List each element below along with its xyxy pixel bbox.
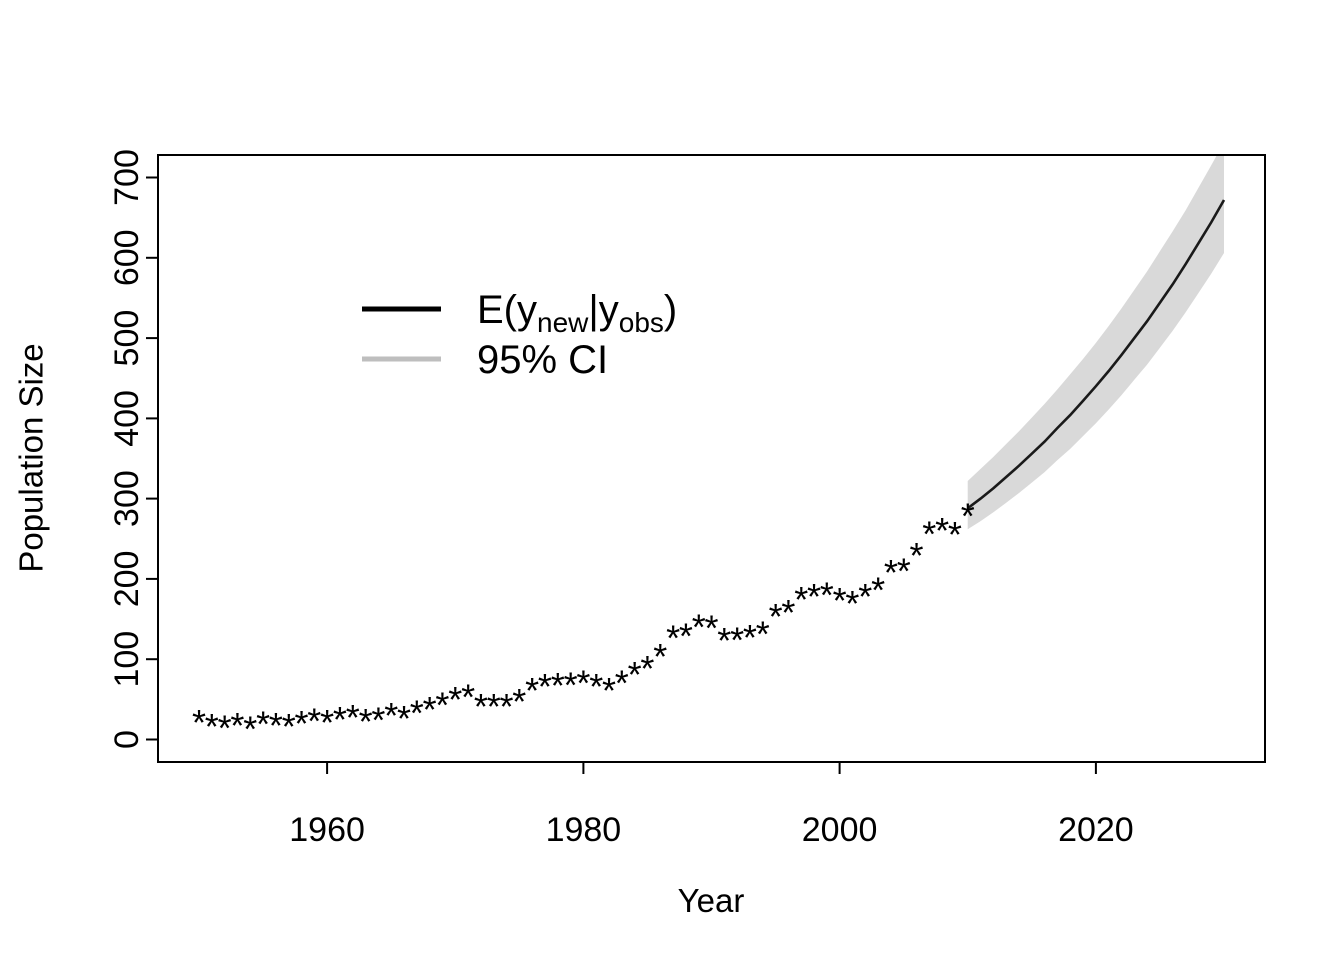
observed-point-marker: * [589,666,603,707]
observed-point-marker: * [781,592,795,633]
y-axis-tick-label: 500 [108,310,146,367]
y-axis-tick-label: 300 [108,470,146,527]
observed-point-marker: * [897,550,911,591]
y-axis-tick-label: 200 [108,551,146,608]
x-axis-tick-label: 1980 [546,811,622,849]
observed-point-marker: * [820,574,834,615]
observed-point-marker: * [602,670,616,711]
observed-point-marker: * [717,620,731,661]
observed-point-marker: * [845,583,859,624]
observed-point-marker: * [487,686,501,727]
y-axis-title: Population Size [12,343,50,573]
observed-point-marker: * [512,681,526,722]
observed-point-marker: * [628,654,642,695]
observed-point-marker: * [807,576,821,617]
observed-point-marker: * [692,607,706,648]
observed-point-marker: * [205,706,219,747]
observed-point-marker: * [474,686,488,727]
observed-point-marker: * [666,618,680,659]
observed-point-marker: * [256,704,270,745]
observed-point-marker: * [294,703,308,744]
observed-point-marker: * [230,705,244,746]
observed-point-marker: * [307,700,321,741]
observed-points: ****************************************… [192,496,975,750]
observed-point-marker: * [333,699,347,740]
observed-point-marker: * [448,679,462,720]
legend: E(ynew|yobs)95% CI [362,288,677,382]
observed-point-marker: * [423,689,437,730]
y-axis-tick-label: 600 [108,229,146,286]
observed-point-marker: * [397,698,411,739]
observed-point-marker: * [769,596,783,637]
y-axis-tick-label: 700 [108,149,146,206]
legend-entry-ci: 95% CI [362,338,608,382]
observed-point-marker: * [871,570,885,611]
x-axis-tick-label: 2020 [1058,811,1134,849]
x-axis-tick-label: 2000 [802,811,878,849]
observed-point-marker: * [884,552,898,593]
observed-point-marker: * [269,705,283,746]
legend-entry-mean: E(ynew|yobs) [362,288,677,338]
legend-label: 95% CI [477,338,608,382]
observed-point-marker: * [359,701,373,742]
observed-point-marker: * [640,648,654,689]
observed-point-marker: * [743,617,757,658]
observed-point-marker: * [461,676,475,717]
observed-point-marker: * [243,709,257,750]
y-axis-tick-label: 400 [108,390,146,447]
observed-point-marker: * [384,695,398,736]
y-axis-tick-label: 0 [108,730,146,749]
observed-point-marker: * [564,664,578,705]
observed-point-marker: * [320,702,334,743]
observed-point-marker: * [282,706,296,747]
observed-point-marker: * [218,708,232,749]
observed-point-marker: * [525,670,539,711]
observed-point-marker: * [730,619,744,660]
observed-point-marker: * [756,614,770,655]
observed-point-marker: * [192,702,206,743]
observed-point-marker: * [794,579,808,620]
observed-point-marker: * [538,666,552,707]
observed-point-marker: * [576,663,590,704]
ci-band [967,155,1224,530]
observed-point-marker: * [679,615,693,656]
x-axis: 1960 1980 2000 2020 [289,762,1134,849]
observed-point-marker: * [615,663,629,704]
legend-label: E(ynew|yobs) [477,288,677,338]
observed-point-marker: * [935,510,949,551]
observed-point-marker: * [653,636,667,677]
observed-point-marker: * [961,496,975,537]
observed-point-marker: * [858,576,872,617]
x-axis-tick-label: 1960 [289,811,365,849]
observed-point-marker: * [435,684,449,725]
observed-point-marker: * [909,535,923,576]
plot-box [157,154,1266,763]
observed-point-marker: * [410,692,424,733]
observed-point-marker: * [551,665,565,706]
observed-point-marker: * [948,514,962,555]
x-axis-title: Year [677,882,745,919]
observed-point-marker: * [833,580,847,621]
y-axis-tick-label: 100 [108,631,146,688]
observed-point-marker: * [346,697,360,738]
posterior-mean-line [966,199,1226,510]
observed-point-marker: * [704,607,718,648]
y-axis: 0 100 200 300 400 500 600 700 [108,149,158,749]
observed-point-marker: * [499,686,513,727]
observed-point-marker: * [371,700,385,741]
observed-point-marker: * [922,513,936,554]
